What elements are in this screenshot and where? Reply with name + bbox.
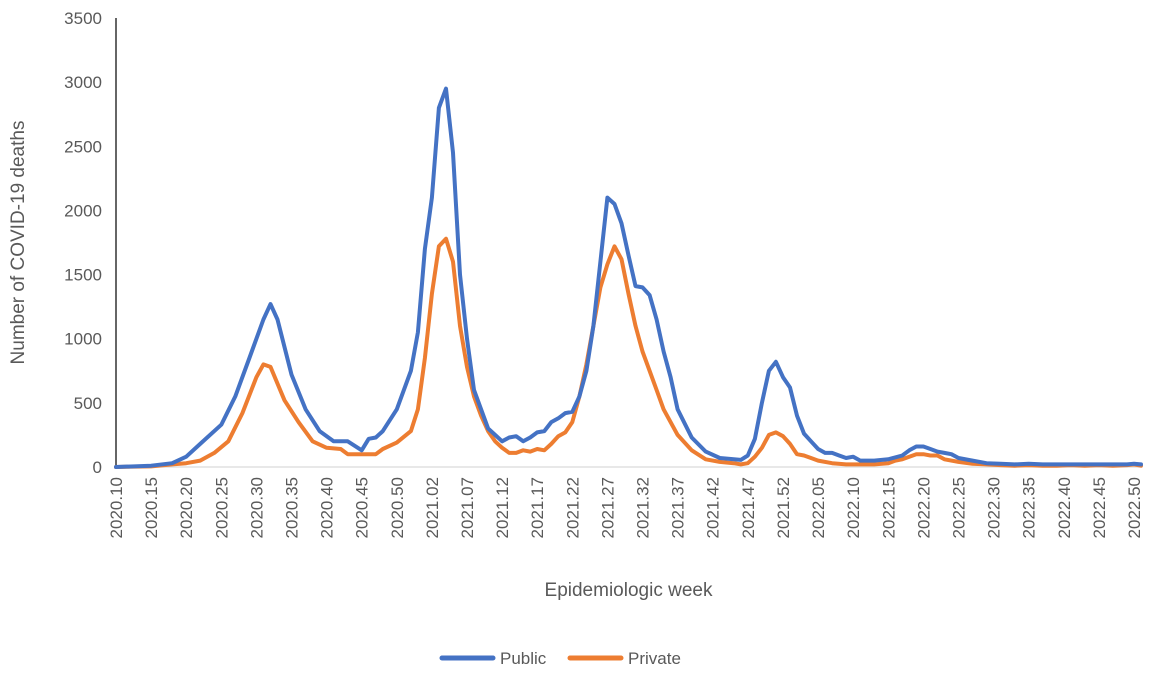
x-tick-label: 2020.10 xyxy=(107,477,126,538)
x-tick-label: 2021.22 xyxy=(563,477,582,538)
x-tick-label: 2021.17 xyxy=(528,477,547,538)
x-tick-label: 2022.35 xyxy=(1020,477,1039,538)
x-tick-label: 2022.40 xyxy=(1055,477,1074,538)
x-axis-title: Epidemiologic week xyxy=(545,580,713,601)
x-tick-label: 2022.50 xyxy=(1125,477,1144,538)
y-tick-label: 1000 xyxy=(64,330,102,349)
x-tick-label: 2021.52 xyxy=(774,477,793,538)
x-tick-label: 2022.25 xyxy=(949,477,968,538)
x-tick-label: 2020.35 xyxy=(283,477,302,538)
x-tick-label: 2022.05 xyxy=(809,477,828,538)
x-tick-label: 2021.07 xyxy=(458,477,477,538)
x-tick-label: 2020.40 xyxy=(318,477,337,538)
y-tick-label: 3000 xyxy=(64,73,102,92)
legend: Public Private xyxy=(439,649,681,668)
y-tick-label: 2500 xyxy=(64,137,102,156)
x-axis-ticks: 2020.10 2020.15 2020.20 2020.25 2020.30 2020.… xyxy=(107,477,1144,538)
y-tick-label: 0 xyxy=(93,458,102,477)
x-tick-label: 2022.10 xyxy=(844,477,863,538)
x-tick-label: 2020.20 xyxy=(177,477,196,538)
legend-label-private: Private xyxy=(628,649,681,668)
x-tick-label: 2022.15 xyxy=(879,477,898,538)
x-tick-label: 2022.30 xyxy=(985,477,1004,538)
y-tick-label: 3500 xyxy=(64,9,102,28)
series-line-public xyxy=(114,86,1143,469)
series-line-private xyxy=(114,236,1143,469)
x-tick-label: 2020.45 xyxy=(353,477,372,538)
y-axis-ticks: 0 500 1000 1500 2000 2500 3000 3500 xyxy=(64,9,102,477)
y-tick-label: 500 xyxy=(74,394,102,413)
y-tick-label: 2000 xyxy=(64,201,102,220)
series-lines xyxy=(114,86,1143,469)
x-tick-label: 2021.27 xyxy=(598,477,617,538)
x-tick-label: 2021.47 xyxy=(739,477,758,538)
x-tick-label: 2022.45 xyxy=(1090,477,1109,538)
y-axis-title: Number of COVID-19 deaths xyxy=(8,121,29,365)
x-tick-label: 2020.50 xyxy=(388,477,407,538)
y-tick-label: 1500 xyxy=(64,266,102,285)
x-tick-label: 2021.02 xyxy=(423,477,442,538)
x-tick-label: 2021.37 xyxy=(669,477,688,538)
x-tick-label: 2021.32 xyxy=(634,477,653,538)
x-tick-label: 2020.25 xyxy=(212,477,231,538)
x-tick-label: 2021.12 xyxy=(493,477,512,538)
legend-label-public: Public xyxy=(500,649,547,668)
x-tick-label: 2021.42 xyxy=(704,477,723,538)
x-tick-label: 2020.30 xyxy=(247,477,266,538)
x-tick-label: 2022.20 xyxy=(914,477,933,538)
x-tick-label: 2020.15 xyxy=(142,477,161,538)
